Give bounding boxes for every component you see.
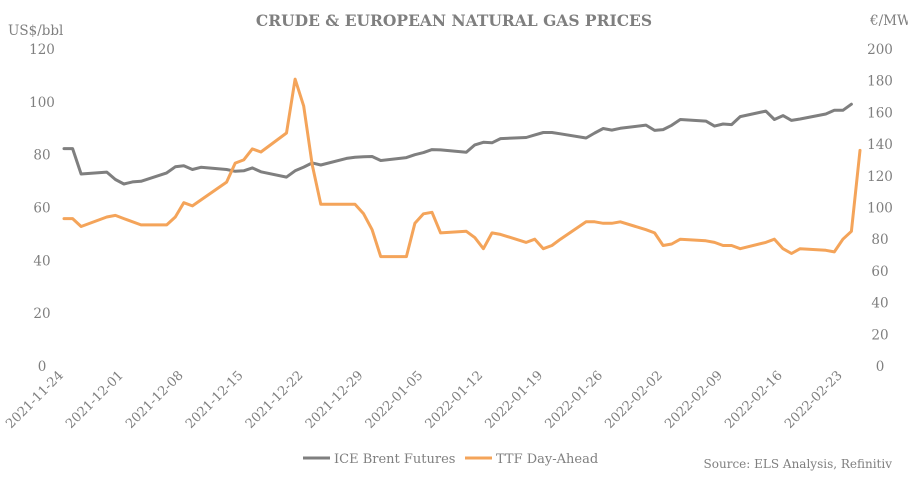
y-left-axis-label: US$/bbl [8, 23, 63, 39]
source-note: Source: ELS Analysis, Refinitiv [704, 457, 893, 471]
x-tick-label: 2022-01-05 [363, 368, 427, 432]
y-right-tick-label: 80 [871, 232, 888, 248]
legend: ICE Brent Futures TTF Day-Ahead [303, 452, 598, 467]
y-left-tick-label: 0 [38, 359, 47, 375]
y-left-tick-label: 100 [29, 95, 55, 111]
x-tick-label: 2022-02-09 [662, 368, 726, 432]
legend-label-ttf: TTF Day-Ahead [496, 452, 598, 467]
y-right-tick-label: 180 [867, 74, 893, 90]
x-tick-label: 2022-02-16 [722, 368, 786, 432]
y-right-axis: 0 20 40 60 80 100 120 140 160 180 200 [867, 42, 893, 375]
y-left-tick-label: 120 [29, 42, 55, 58]
legend-label-brent: ICE Brent Futures [334, 452, 455, 467]
y-right-tick-label: 100 [867, 201, 893, 217]
x-tick-label: 2022-02-23 [782, 368, 846, 432]
x-tick-label: 2022-01-19 [483, 368, 547, 432]
x-tick-label: 2022-01-26 [542, 368, 606, 432]
y-right-tick-label: 200 [867, 42, 893, 58]
x-tick-label: 2021-12-22 [243, 368, 307, 432]
plot-area [62, 77, 862, 259]
x-tick-label: 2021-11-24 [3, 368, 67, 432]
y-right-axis-label: €/MWh [869, 13, 908, 29]
y-right-tick-label: 60 [871, 264, 888, 280]
y-right-tick-label: 0 [876, 359, 885, 375]
brent-series-line [62, 102, 853, 186]
chart-title: CRUDE & EUROPEAN NATURAL GAS PRICES [256, 11, 652, 30]
y-left-tick-label: 40 [33, 253, 50, 269]
x-tick-label: 2021-12-15 [183, 368, 247, 432]
x-tick-label: 2022-02-02 [602, 368, 666, 432]
x-axis: 2021-11-242021-12-012021-12-082021-12-15… [3, 368, 845, 432]
y-left-tick-label: 20 [33, 306, 50, 322]
y-right-tick-label: 140 [867, 137, 893, 153]
x-tick-label: 2021-12-29 [303, 368, 367, 432]
ttf-series-line [62, 77, 862, 259]
y-right-tick-label: 120 [867, 169, 893, 185]
x-tick-label: 2022-01-12 [423, 368, 487, 432]
y-left-axis: 0 20 40 60 80 100 120 [29, 42, 55, 375]
y-left-tick-label: 80 [33, 148, 50, 164]
y-left-tick-label: 60 [33, 201, 50, 217]
y-right-tick-label: 40 [871, 296, 888, 312]
y-right-tick-label: 20 [871, 327, 888, 343]
x-tick-label: 2021-12-08 [123, 368, 187, 432]
x-tick-label: 2021-12-01 [63, 368, 127, 432]
y-right-tick-label: 160 [867, 105, 893, 121]
